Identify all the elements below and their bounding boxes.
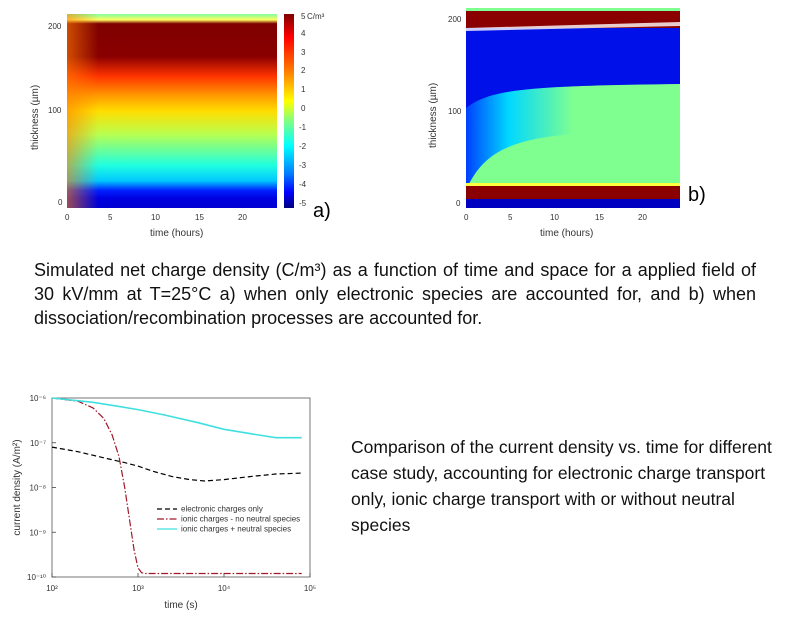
- panel-label-a: a): [313, 200, 331, 222]
- x-tick: 5: [508, 213, 513, 222]
- colorbar-tick: 0: [301, 104, 306, 113]
- heatmap-a: 5 C/m³ 4 3 2 1 0 -1 -2 -3 -4 -5 200 100 …: [30, 12, 325, 239]
- colorbar-tick: -5: [299, 199, 307, 208]
- series-line-2: [51, 397, 302, 575]
- y-tick: 100: [448, 107, 462, 116]
- y-tick: 200: [448, 15, 462, 24]
- x-tick-label: 10⁵: [304, 584, 316, 593]
- colorbar: [284, 14, 294, 208]
- y-tick-label: 10⁻⁹: [29, 528, 46, 537]
- x-tick: 20: [638, 213, 647, 222]
- plot-frame: [51, 397, 311, 578]
- y-tick-label: 10⁻⁶: [30, 394, 46, 403]
- colorbar-unit: C/m³: [307, 12, 325, 21]
- x-tick: 10: [550, 213, 559, 222]
- colorbar-tick: -1: [299, 123, 307, 132]
- series-line-3: [51, 397, 302, 439]
- colorbar-tick: 3: [301, 48, 306, 57]
- x-tick-label: 10²: [46, 584, 58, 593]
- y-tick-label: 10⁻¹⁰: [27, 573, 46, 582]
- legend-label: electronic charges only: [181, 505, 263, 514]
- x-tick: 15: [195, 213, 204, 222]
- figure1-caption: Simulated net charge density (C/m³) as a…: [34, 260, 756, 328]
- series-line-1: [51, 446, 302, 482]
- x-tick: 0: [65, 213, 70, 222]
- x-axis-label: time (s): [164, 600, 197, 611]
- heatmap-b: 200 100 0 0 5 10 15 20 time (hours) thic…: [428, 8, 680, 239]
- x-axis-label: time (hours): [150, 228, 203, 239]
- heatmap-b-transition: [466, 84, 680, 190]
- y-tick: 0: [58, 198, 63, 207]
- panel-label-b: b): [688, 184, 706, 206]
- colorbar-tick: -2: [299, 142, 307, 151]
- y-tick-label: 10⁻⁷: [30, 439, 46, 448]
- figure2-caption: Comparison of the current density vs. ti…: [351, 437, 772, 535]
- y-tick: 0: [456, 199, 461, 208]
- y-axis-label: current density (A/m²): [12, 439, 23, 535]
- colorbar-tick: -3: [299, 161, 307, 170]
- x-tick-label: 10⁴: [218, 584, 231, 593]
- current-density-chart: 10⁻¹⁰ 10⁻⁹ 10⁻⁸ 10⁻⁷ 10⁻⁶ 10² 10³ 10⁴ 10⁵ time (s…: [12, 394, 316, 611]
- colorbar-tick: 1: [301, 85, 306, 94]
- y-tick: 100: [48, 106, 62, 115]
- colorbar-tick: 4: [301, 29, 306, 38]
- x-tick: 10: [151, 213, 160, 222]
- y-axis-label: thickness (µm): [428, 83, 439, 148]
- colorbar-tick: -4: [299, 180, 307, 189]
- x-tick-label: 10³: [132, 584, 144, 593]
- colorbar-tick: 2: [301, 66, 306, 75]
- x-tick: 0: [464, 213, 469, 222]
- x-tick: 15: [595, 213, 604, 222]
- x-tick: 5: [108, 213, 113, 222]
- x-axis-label: time (hours): [540, 228, 593, 239]
- y-tick-label: 10⁻⁸: [30, 484, 47, 493]
- legend-label: ionic charges - no neutral species: [181, 515, 300, 524]
- legend-label: ionic charges + neutral species: [181, 525, 291, 534]
- y-tick: 200: [48, 22, 62, 31]
- y-axis-label: thickness (µm): [30, 85, 41, 150]
- colorbar-tick: 5: [301, 12, 306, 21]
- x-tick: 20: [238, 213, 247, 222]
